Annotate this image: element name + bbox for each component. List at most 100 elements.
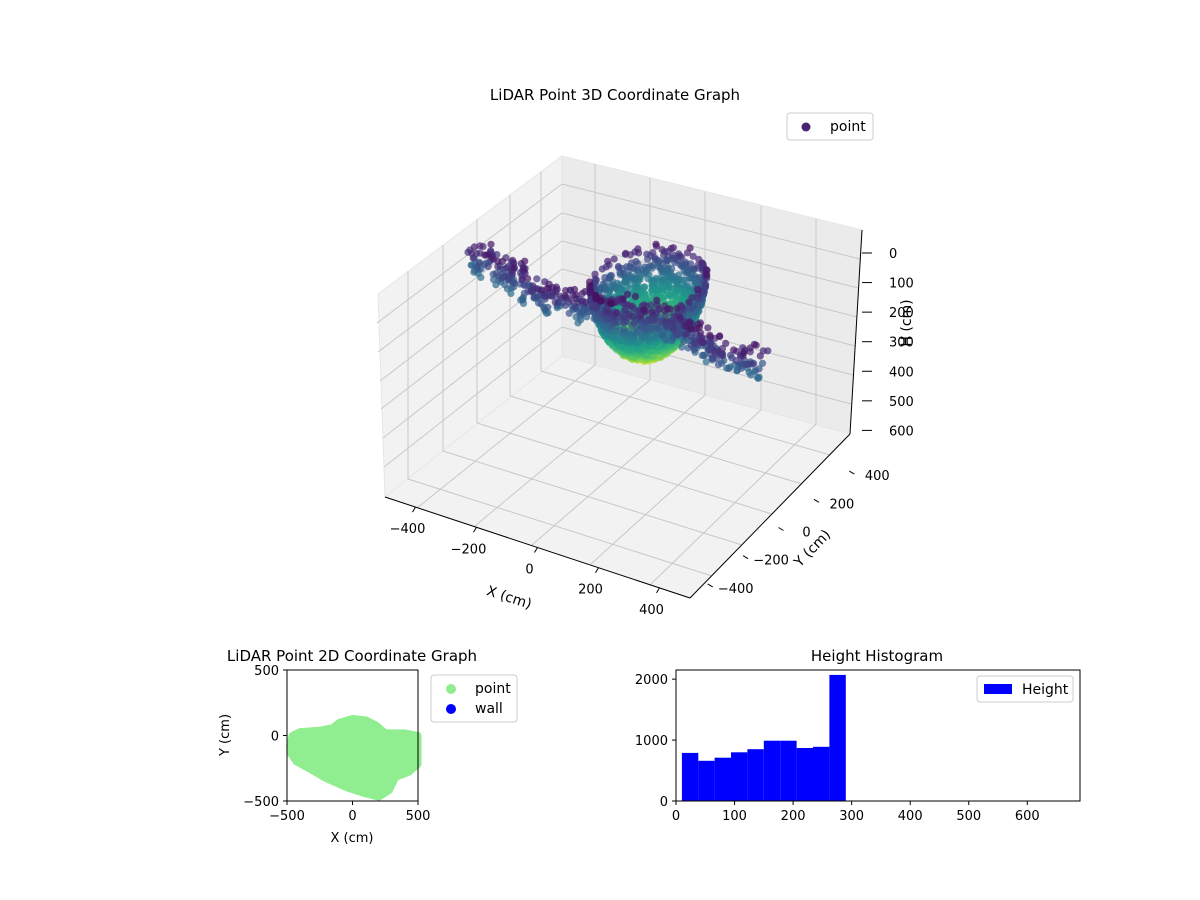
point-3d [653, 323, 661, 331]
point-3d [510, 264, 518, 272]
point-3d [544, 303, 552, 311]
ylabel-2d: Y (cm) [218, 714, 233, 757]
point-3d [610, 255, 618, 263]
tick-3d-x [534, 547, 538, 553]
point-3d [574, 298, 582, 306]
point-3d [749, 360, 757, 368]
plot-frame-hist [675, 669, 1081, 802]
tick-3d-y [707, 583, 713, 588]
point-3d [492, 281, 500, 289]
scatter-2d-point-area [289, 718, 418, 798]
point-3d [690, 346, 698, 354]
point-3d [680, 337, 688, 345]
point-3d [719, 352, 727, 360]
tick-label-3d-x: 200 [578, 583, 603, 598]
tick-label-2d-y: 500 [254, 664, 279, 679]
xlabel-2d: X (cm) [331, 831, 374, 846]
point-3d [747, 371, 755, 379]
point-3d [581, 298, 590, 306]
point-3d [726, 351, 735, 359]
point-3d [703, 270, 711, 278]
point-3d [666, 305, 674, 313]
point-3d [597, 296, 605, 304]
point-3d [605, 308, 614, 316]
point-3d [565, 309, 573, 317]
point-3d [524, 275, 532, 283]
legend-2d-marker-point [446, 684, 456, 694]
point-3d [548, 292, 556, 300]
tick-label-3d-y: 0 [802, 526, 810, 541]
point-3d [510, 279, 518, 287]
chart-3d: LiDAR Point 3D Coordinate Graph [376, 86, 915, 618]
legend-2d-label-wall: wall [475, 701, 503, 717]
tick-label-hist-x: 600 [1015, 809, 1040, 824]
point-3d [517, 260, 525, 268]
point-3d [706, 333, 715, 341]
point-3d [614, 262, 623, 271]
point-3d [652, 240, 660, 248]
chart-3d-title: LiDAR Point 3D Coordinate Graph [490, 86, 740, 104]
legend-hist-marker [984, 684, 1012, 694]
point-3d [693, 285, 702, 293]
point-3d [604, 257, 612, 265]
tick-label-hist-x: 400 [898, 809, 923, 824]
chart-2d-title: LiDAR Point 2D Coordinate Graph [227, 647, 477, 665]
point-3d [671, 259, 679, 267]
point-3d [477, 265, 485, 273]
point-3d [628, 321, 636, 330]
point-3d [730, 346, 738, 354]
point-3d [662, 336, 670, 344]
point-3d [530, 293, 538, 301]
point-3d [669, 319, 677, 327]
tick-label-3d-y: −400 [718, 582, 754, 597]
tick-3d-y [813, 498, 820, 503]
point-3d [660, 251, 668, 259]
histogram-bar [829, 674, 846, 801]
point-3d [527, 287, 535, 295]
legend-3d: point [786, 112, 874, 141]
point-3d [683, 249, 692, 257]
point-3d [477, 273, 485, 281]
point-3d [494, 263, 502, 271]
point-3d [551, 298, 559, 306]
legend-3d-label: point [830, 119, 866, 135]
tick-3d-x [656, 587, 660, 594]
tick-label-3d-y: −200 [753, 554, 789, 569]
histogram-bar [813, 746, 830, 801]
point-3d [643, 255, 652, 263]
tick-3d-y [742, 555, 749, 560]
point-3d [648, 308, 656, 316]
histogram-bar [698, 760, 715, 801]
chart-2d: LiDAR Point 2D Coordinate Graph −500 0 500… [218, 647, 518, 846]
point-3d [519, 296, 527, 304]
tick-3d-y [778, 527, 784, 531]
histogram-bar [681, 752, 699, 801]
tick-label-3d-z: 100 [889, 277, 914, 292]
tick-label-hist-x: 500 [956, 809, 981, 824]
histogram-bar [796, 748, 813, 801]
point-3d [561, 292, 569, 300]
point-3d [578, 290, 586, 298]
legend-2d-label-point: point [475, 681, 511, 697]
point-3d [698, 338, 707, 347]
tick-label-hist-y: 2000 [635, 673, 668, 688]
point-3d [669, 325, 678, 334]
point-3d [673, 304, 681, 312]
tick-label-3d-z: 300 [889, 336, 914, 351]
point-3d [621, 250, 629, 258]
point-3d [561, 301, 570, 309]
tick-label-3d-z: 600 [889, 424, 914, 439]
point-3d [620, 325, 628, 333]
tick-3d-x [412, 506, 416, 513]
histogram-bar [747, 749, 764, 801]
point-3d [507, 289, 515, 298]
point-3d [658, 246, 666, 254]
tick-label-hist-y: 1000 [635, 734, 668, 749]
tick-3d-y [849, 470, 855, 475]
tick-label-3d-x: 0 [525, 563, 533, 578]
point-3d [623, 290, 632, 298]
tick-label-hist-x: 100 [722, 809, 747, 824]
legend-hist-frame [976, 675, 1074, 703]
point-3d [520, 281, 528, 289]
point-3d [644, 275, 652, 283]
